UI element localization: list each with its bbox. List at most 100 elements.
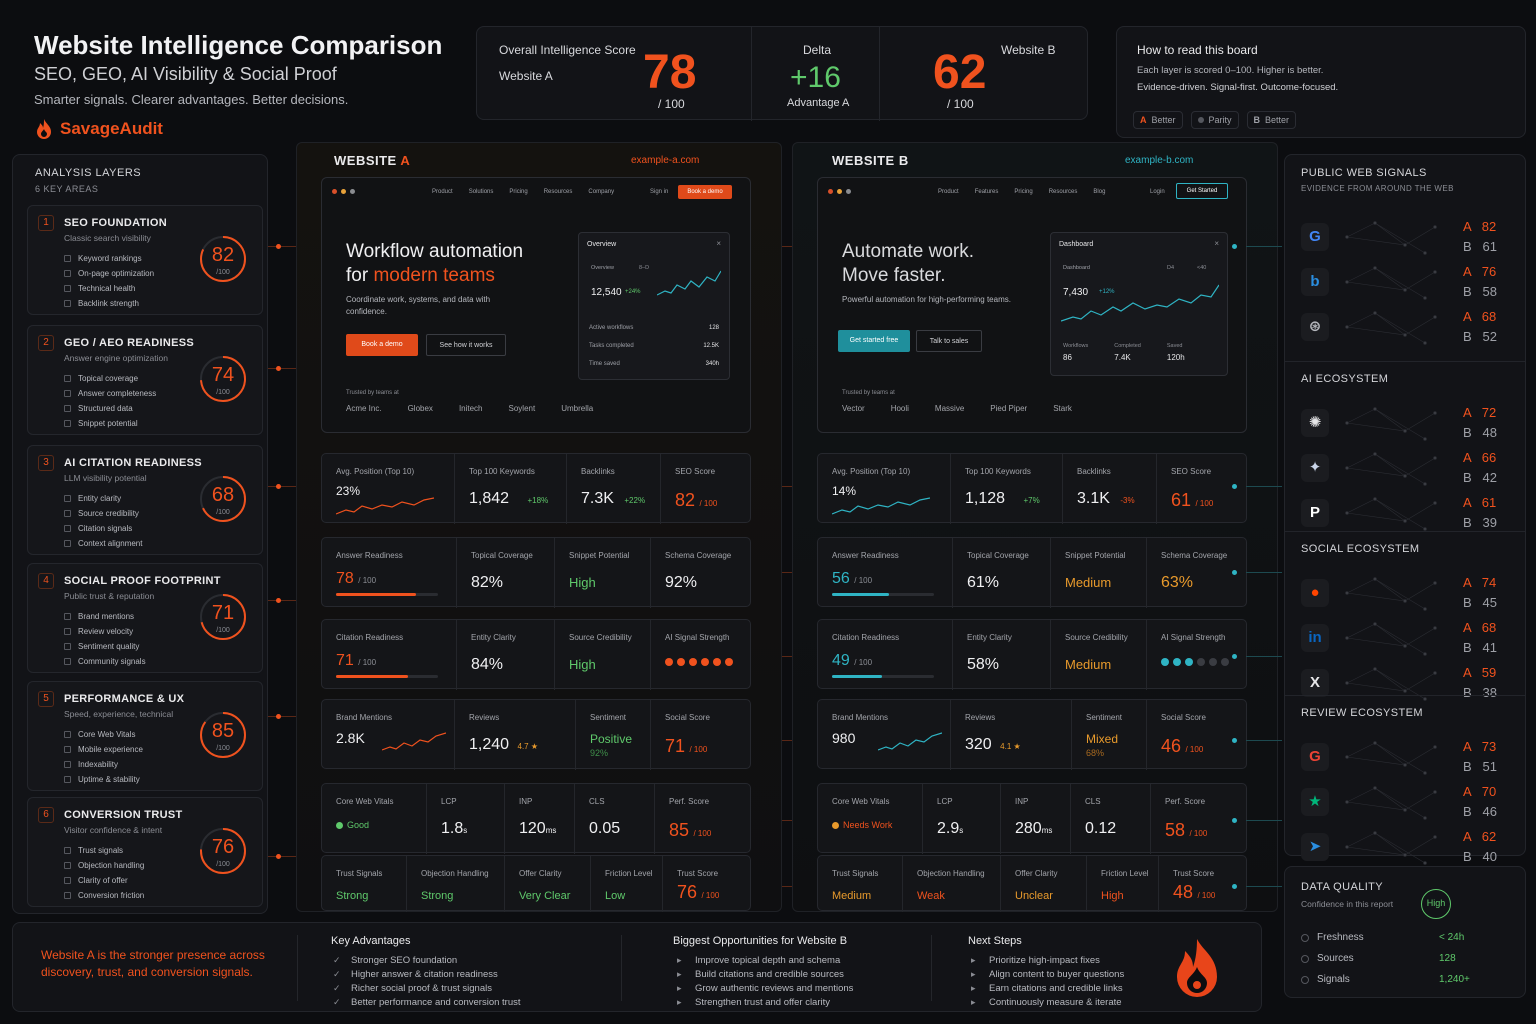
signal-score-b: B 40 (1463, 849, 1497, 864)
nav-resources[interactable]: Resources (1048, 189, 1078, 195)
signal-row[interactable]: in A 68 B 41 (1301, 616, 1521, 660)
cls-label: CLS (589, 797, 605, 806)
layer-card[interactable]: 3 AI CITATION READINESS LLM visibility pot… (27, 445, 263, 555)
signal-row[interactable]: ➤ A 62 B 40 (1301, 825, 1521, 869)
signal-row[interactable]: G A 82 B 61 (1301, 215, 1521, 259)
network-graph-icon (1345, 497, 1437, 531)
widget-tab-2[interactable]: D4 (1167, 265, 1175, 271)
logo-initech: Initech (458, 404, 483, 413)
friction-level-label: Friction Level (1101, 869, 1149, 878)
signal-score-a: A 82 (1463, 219, 1497, 234)
widget-tab-3[interactable]: <40 (1197, 265, 1207, 271)
bullet-arrow-icon: ▸ (677, 968, 682, 979)
checklist-label: Source credibility (78, 509, 139, 518)
signal-row[interactable]: ● A 74 B 45 (1301, 571, 1521, 615)
seo-metrics-row: Avg. Position (Top 10) 14% Top 100 Keyword… (817, 453, 1247, 524)
bullet-arrow-icon: ▸ (677, 996, 682, 1007)
metric-value: Medium (832, 890, 872, 902)
widget-delta: +24% (625, 289, 641, 295)
website-a-domain[interactable]: example-a.com (631, 155, 700, 166)
layer-card[interactable]: 1 SEO FOUNDATION Classic search visibility… (27, 205, 263, 315)
nav-product[interactable]: Product (938, 189, 959, 195)
signal-row[interactable]: ⊛ A 68 B 52 (1301, 305, 1521, 349)
nav-blog[interactable]: Blog (1093, 189, 1106, 195)
score-ring-icon (200, 594, 246, 640)
objection-handling-label: Objection Handling (421, 869, 489, 878)
overall-score-panel: Overall Intelligence Score Website A 78 … (476, 26, 1088, 121)
see-how-button[interactable]: See how it works (426, 334, 506, 356)
summary-text: Website A is the stronger presence acros… (41, 948, 265, 979)
checklist-label: Community signals (78, 657, 146, 666)
signal-row[interactable]: P A 61 B 39 (1301, 491, 1521, 535)
checklist-item: Conversion friction (64, 888, 144, 903)
nav-solutions[interactable]: Solutions (468, 189, 494, 195)
nav-company[interactable]: Company (588, 189, 615, 195)
metric-value: 280ms (1015, 820, 1053, 837)
signal-score-a: A 62 (1463, 829, 1497, 844)
checkbox-icon (64, 628, 71, 635)
layer-card[interactable]: 6 CONVERSION TRUST Visitor confidence & in… (27, 797, 263, 907)
metric-cell: Objection Handling Weak (902, 856, 1000, 912)
metric-cell: Schema Coverage 92% (650, 538, 752, 608)
openai-icon: ✺ (1301, 409, 1329, 437)
layer-score-denom: /100 (216, 627, 230, 634)
signal-row[interactable]: ✦ A 66 B 42 (1301, 446, 1521, 490)
metric-value: 58% (967, 656, 1000, 673)
layer-score: 82 (211, 244, 235, 266)
checklist-item: Trust signals (64, 843, 144, 858)
checklist-item: Snippet potential (64, 416, 156, 431)
get-started-nav-button[interactable]: Get Started (1176, 183, 1228, 199)
signal-row[interactable]: b A 76 B 58 (1301, 260, 1521, 304)
flame-icon (37, 119, 51, 139)
layer-card[interactable]: 2 GEO / AEO READINESS Answer engine optimi… (27, 325, 263, 435)
signal-row[interactable]: ★ A 70 B 46 (1301, 780, 1521, 824)
checklist-label: Context alignment (78, 539, 143, 548)
metric-value: 14% (832, 484, 857, 498)
metric-value: Medium (1065, 575, 1112, 590)
website-b-domain[interactable]: example-b.com (1125, 155, 1194, 166)
ai-signal-dots (1161, 658, 1229, 666)
logo-soylent: Soylent (508, 404, 536, 413)
metric-cell: Friction Level High (1086, 856, 1158, 912)
metric-value: High (1101, 890, 1124, 902)
checkbox-icon (64, 540, 71, 547)
layer-card[interactable]: 4 SOCIAL PROOF FOOTPRINT Public trust & re… (27, 563, 263, 673)
talk-to-sales-button[interactable]: Talk to sales (916, 330, 982, 352)
layer-name: AI CITATION READINESS (64, 457, 202, 469)
inp-label: INP (1015, 797, 1029, 806)
nav-product[interactable]: Product (432, 189, 453, 195)
widget-tab[interactable]: Overview (591, 265, 614, 271)
signin-link[interactable]: Sign in (650, 189, 669, 195)
close-icon[interactable]: × (716, 239, 721, 248)
ai-signal-label: AI Signal Strength (1161, 633, 1226, 642)
close-icon[interactable]: × (1214, 239, 1219, 248)
metric-value: Low (605, 890, 626, 902)
trust-score-label: Trust Score (677, 869, 719, 878)
nav-features[interactable]: Features (974, 189, 999, 195)
book-demo-button[interactable]: Book a demo (346, 334, 418, 356)
nav-demo-button[interactable]: Book a demo (678, 185, 732, 199)
metric-value: 76 / 100 (677, 882, 720, 902)
bullet-arrow-icon: ▸ (971, 996, 976, 1007)
metric-cell: Avg. Position (Top 10) 14% (818, 454, 950, 524)
login-link[interactable]: Login (1150, 189, 1165, 195)
signal-dot (1185, 658, 1193, 666)
nav-pricing[interactable]: Pricing (1014, 189, 1033, 195)
metric-cell: Core Web Vitals Needs Work (818, 784, 922, 854)
bullet-arrow-icon: ▸ (677, 982, 682, 993)
metric-cell: Topical Coverage 82% (456, 538, 554, 608)
layer-name: SEO FOUNDATION (64, 217, 167, 229)
nav-pricing[interactable]: Pricing (509, 189, 528, 195)
signal-section-title: REVIEW ECOSYSTEM (1301, 707, 1423, 719)
nav-resources[interactable]: Resources (543, 189, 573, 195)
widget-tab-2[interactable]: 8–D (639, 265, 650, 271)
get-started-button[interactable]: Get started free (838, 330, 910, 352)
signal-row[interactable]: X A 59 B 38 (1301, 661, 1521, 705)
score-b-value: 62 (933, 46, 987, 99)
widget-tab[interactable]: Dashboard (1063, 265, 1090, 271)
signal-row[interactable]: ✺ A 72 B 48 (1301, 401, 1521, 445)
metric-value: 23% (336, 484, 361, 498)
signal-row[interactable]: G A 73 B 51 (1301, 735, 1521, 779)
metric-cell: SEO Score 82 / 100 (660, 454, 752, 524)
layer-card[interactable]: 5 PERFORMANCE & UX Speed, experience, tech… (27, 681, 263, 791)
